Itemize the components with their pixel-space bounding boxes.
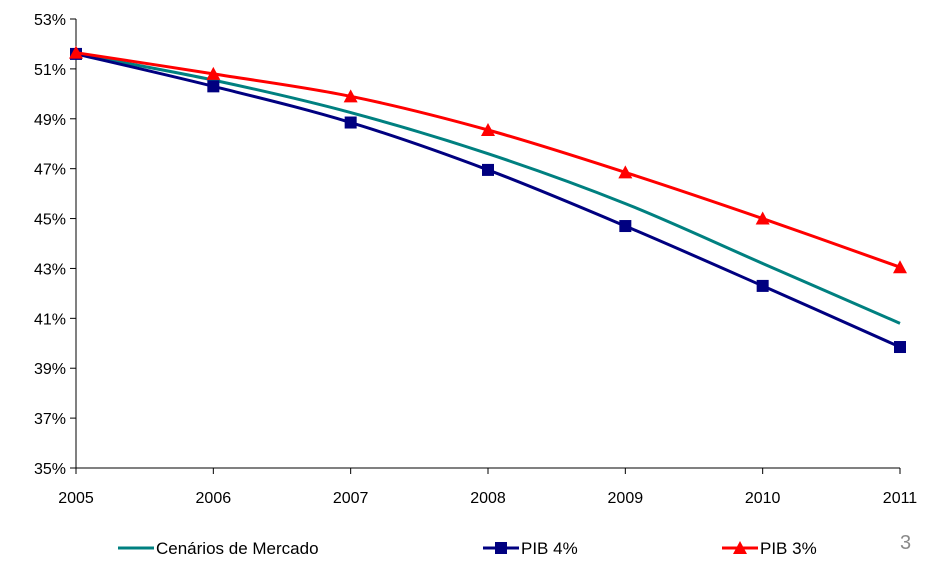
legend-label-cen-rios-de-mercado: Cenários de Mercado	[156, 539, 319, 558]
legend-marker-pib-3	[733, 541, 747, 554]
x-tick-label: 2009	[608, 490, 644, 507]
x-tick-label: 2007	[333, 490, 369, 507]
y-tick-label: 53%	[34, 12, 66, 29]
x-tick-label: 2006	[196, 490, 232, 507]
data-point-pib-4	[756, 279, 769, 292]
y-tick-label: 43%	[34, 261, 66, 278]
y-tick-label: 51%	[34, 62, 66, 79]
y-tick-label: 47%	[34, 162, 66, 179]
y-tick-label: 41%	[34, 311, 66, 328]
x-tick-label: 2005	[58, 490, 94, 507]
data-point-pib-3	[206, 66, 221, 80]
series-line-pib-3	[75, 51, 901, 269]
x-tick-label: 2008	[470, 490, 506, 507]
data-point-pib-3	[481, 123, 495, 137]
y-tick-label: 49%	[34, 112, 66, 129]
chart-series	[69, 45, 907, 354]
x-tick-label: 2010	[745, 490, 781, 507]
data-point-pib-3	[755, 211, 770, 225]
data-point-pib-4	[207, 80, 220, 93]
legend-label-pib-3: PIB 3%	[760, 539, 817, 558]
data-point-pib-4	[894, 341, 906, 354]
data-point-pib-3	[893, 260, 907, 274]
series-line-cen-rios-de-mercado	[75, 52, 901, 325]
data-point-pib-3	[343, 89, 358, 103]
data-point-pib-4	[619, 220, 632, 233]
y-tick-label: 37%	[34, 411, 66, 428]
data-point-pib-4	[482, 163, 494, 176]
page-number: 3	[900, 532, 912, 554]
y-tick-label: 45%	[34, 212, 66, 229]
chart-legend: Cenários de Mercado PIB 4% PIB 3%	[118, 539, 817, 558]
data-point-pib-4	[344, 116, 357, 129]
legend-label-pib-4: PIB 4%	[521, 539, 578, 558]
y-tick-label: 35%	[34, 461, 66, 478]
chart-axes: 35% 37% 39% 41% 43% 45% 47% 49% 51% 53% 2005 2006 20…	[34, 12, 917, 507]
data-point-pib-3	[618, 165, 633, 179]
x-tick-label: 2011	[883, 490, 918, 507]
series-line-pib-4	[75, 52, 901, 349]
data-point-pib-3	[69, 45, 83, 59]
y-tick-label: 39%	[34, 361, 66, 378]
legend-marker-pib-4	[495, 542, 507, 554]
